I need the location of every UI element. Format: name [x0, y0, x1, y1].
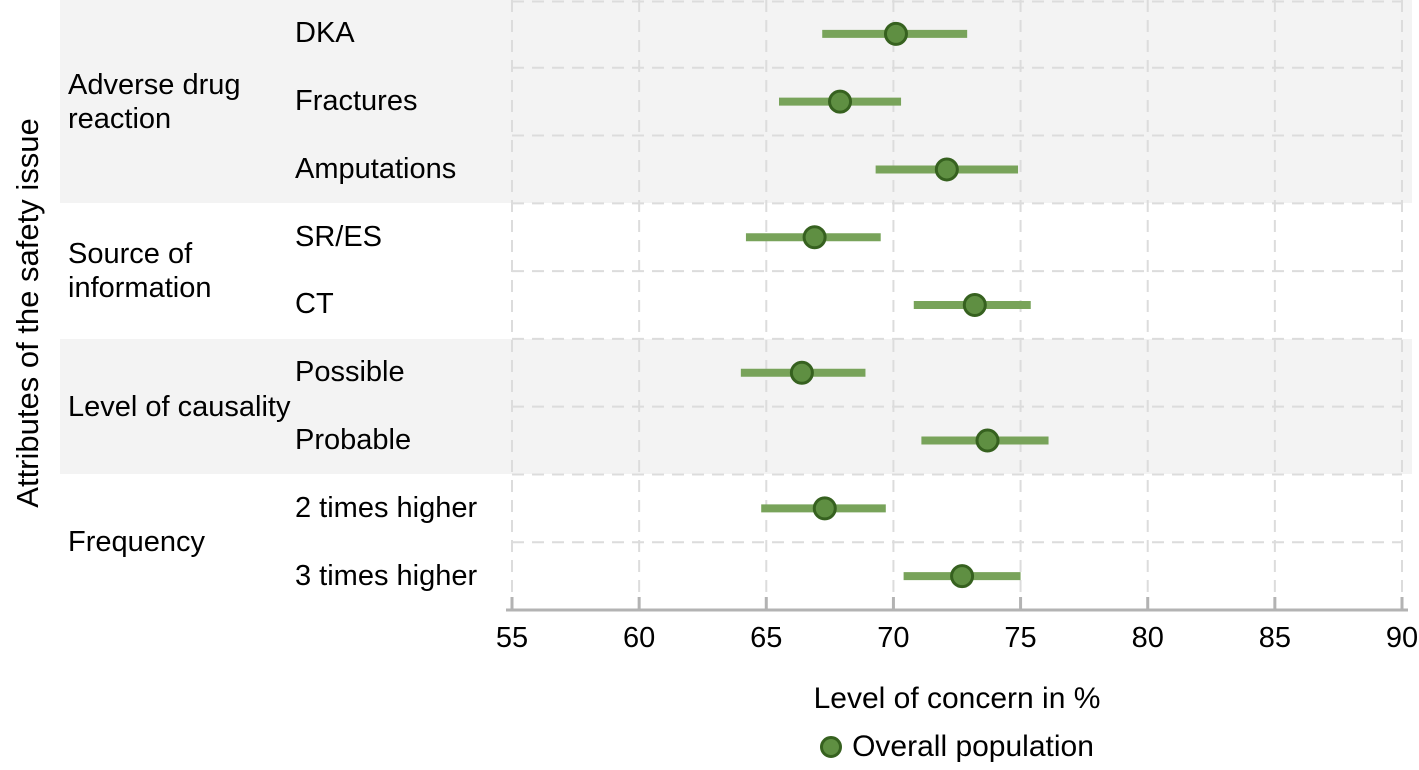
point-marker: [975, 428, 1000, 453]
item-label: Possible: [295, 356, 405, 389]
legend: Overall population: [512, 730, 1402, 764]
x-tick-label: 65: [750, 622, 783, 654]
item-label: 2 times higher: [295, 491, 478, 524]
item-label: Probable: [295, 424, 412, 457]
x-tick-label: 75: [1004, 622, 1037, 654]
x-tick-label: 60: [623, 622, 656, 654]
x-tick-label: 85: [1258, 622, 1291, 654]
item-label: Fractures: [295, 85, 418, 118]
point-marker: [950, 564, 975, 589]
x-tick-label: 55: [495, 622, 529, 654]
x-tick-label: 90: [1385, 622, 1419, 654]
group-label: Level of causality: [68, 390, 291, 423]
x-tick-label: 80: [1131, 622, 1164, 654]
point-marker: [962, 293, 987, 317]
point-marker: [828, 89, 853, 114]
item-label: CT: [295, 288, 334, 321]
category-bands-area: Adverse drug reaction DKA Fractures Amputat…: [60, 0, 1412, 592]
group-label: Adverse drug reaction: [68, 68, 241, 135]
group-label: Frequency: [68, 526, 206, 559]
category-band: Adverse drug reaction DKA Fractures Amputat…: [60, 0, 1412, 204]
group-label: Source of information: [68, 238, 212, 305]
point-marker: [812, 496, 837, 521]
x-axis-title: Level of concern in %: [813, 682, 1101, 715]
item-label: SR/ES: [295, 220, 383, 253]
item-label: DKA: [295, 17, 355, 50]
item-label: Amputations: [295, 152, 457, 185]
point-marker: [934, 157, 959, 182]
item-label: 3 times higher: [295, 559, 478, 592]
point-marker: [789, 360, 814, 385]
point-marker: [883, 21, 908, 46]
chart-svg: [506, 0, 1408, 612]
legend-label: Overall population: [852, 730, 1094, 763]
x-tick-label: 70: [877, 622, 910, 654]
point-marker: [802, 225, 827, 250]
legend-dot-icon: [820, 736, 843, 758]
